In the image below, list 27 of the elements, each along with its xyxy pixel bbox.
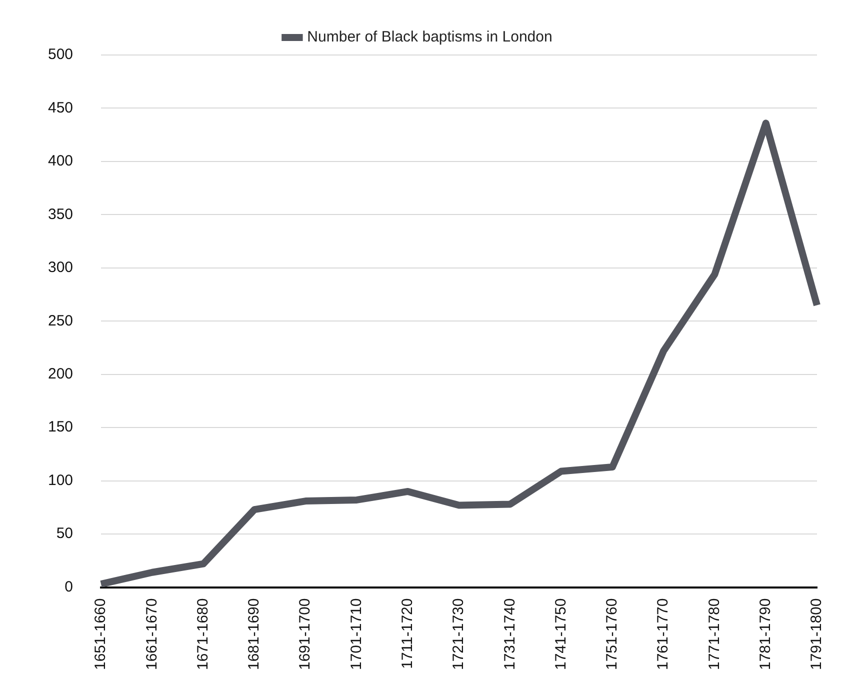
y-tick-label: 100	[48, 472, 74, 489]
x-tick-label: 1791-1800	[808, 598, 826, 670]
y-tick-label: 400	[48, 152, 74, 170]
x-tick-label: 1751-1760	[604, 598, 621, 670]
y-tick-label: 350	[48, 206, 74, 223]
x-tick-label: 1771-1780	[706, 598, 723, 670]
y-tick-label: 300	[48, 259, 74, 276]
x-tick-label: 1701-1710	[348, 598, 365, 670]
x-tick-label: 1731-1740	[501, 598, 518, 670]
x-tick-label: 1711-1720	[399, 598, 416, 669]
y-tick-label: 150	[48, 418, 74, 436]
y-tick-label: 50	[56, 525, 74, 542]
y-tick-label: 200	[48, 366, 74, 382]
legend-label: Number of Black baptisms in London	[307, 28, 552, 46]
x-tick-label: 1671-1680	[194, 598, 212, 670]
y-tick-label: 500	[48, 46, 74, 64]
y-tick-label: 0	[64, 578, 74, 596]
y-tick-label: 250	[48, 312, 74, 330]
x-tick-label: 1721-1730	[450, 598, 468, 670]
x-tick-label: 1741-1750	[552, 598, 570, 670]
x-tick-label: 1761-1770	[654, 598, 672, 670]
x-tick-label: 1651-1660	[92, 598, 110, 670]
y-tick-label: 450	[48, 99, 74, 116]
x-tick-label: 1781-1790	[757, 598, 774, 670]
x-tick-label: 1681-1690	[246, 598, 263, 670]
x-tick-label: 1661-1670	[143, 598, 160, 670]
x-tick-label: 1691-1700	[296, 598, 314, 670]
